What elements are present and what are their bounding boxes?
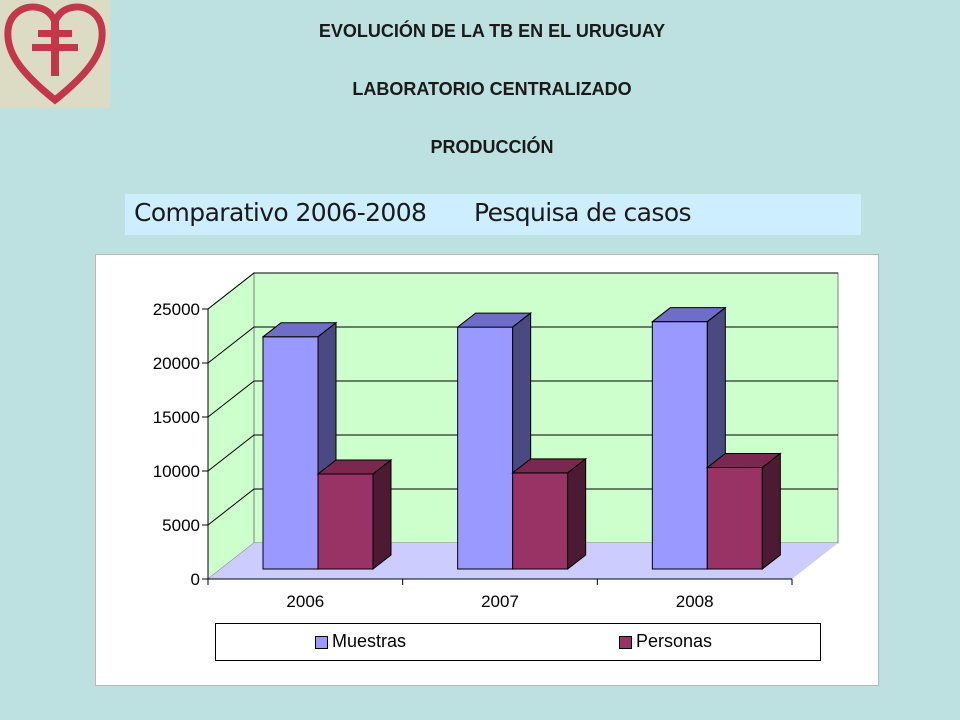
y-tick-label: 0 (191, 570, 200, 589)
gridline (207, 326, 838, 364)
gridline (207, 272, 838, 310)
bar-personas-2006-front (317, 473, 374, 570)
bar-chart: 0 5000 10000 15000 20000 25000 2006 2007 2008 (153, 271, 839, 611)
bar-personas-2008-front (706, 466, 763, 570)
page-section: PRODUCCIÓN (430, 137, 554, 157)
x-tick-label: 2006 (286, 592, 324, 611)
y-tick-label: 15000 (153, 408, 200, 427)
legend-label-muestras: Muestras (332, 631, 407, 651)
bar-personas-2007-front (512, 472, 569, 570)
x-tick-label: 2007 (481, 592, 519, 611)
side-wall (207, 271, 255, 581)
legend-swatch-personas (619, 636, 632, 649)
logo (0, 0, 110, 108)
bar-muestras-2007-front (457, 326, 514, 570)
legend-swatch-muestras (315, 636, 328, 649)
comparison-banner: Comparativo 2006-2008 Pesquisa de casos (125, 194, 861, 235)
x-tick-label: 2008 (676, 592, 714, 611)
gridline (207, 380, 838, 418)
legend-label-personas: Personas (636, 631, 713, 651)
chart-area: 0 5000 10000 15000 20000 25000 2006 2007 2008 Mu… (95, 254, 879, 686)
bar-muestras-2008-front (651, 321, 708, 570)
gridline (207, 434, 838, 472)
y-tick-label: 10000 (153, 462, 200, 481)
y-tick-label: 25000 (153, 300, 200, 319)
bar-personas-2006-side (372, 458, 392, 571)
page-subtitle: LABORATORIO CENTRALIZADO (352, 79, 632, 99)
bar-personas-2008-side (761, 452, 781, 571)
chart-legend: Muestras Personas (215, 623, 821, 661)
y-tick-label: 5000 (162, 516, 200, 535)
y-tick-label: 20000 (153, 354, 200, 373)
page-title: EVOLUCIÓN DE LA TB EN EL URUGUAY (318, 21, 666, 41)
bar-muestras-2006-front (262, 336, 319, 570)
bar-personas-2007-side (567, 457, 587, 571)
cross-of-lorraine-heart-icon (4, 3, 106, 105)
gridline (207, 488, 838, 526)
banner-left-text: Comparativo 2006-2008 (134, 198, 427, 227)
banner-right-text: Pesquisa de casos (474, 198, 692, 227)
